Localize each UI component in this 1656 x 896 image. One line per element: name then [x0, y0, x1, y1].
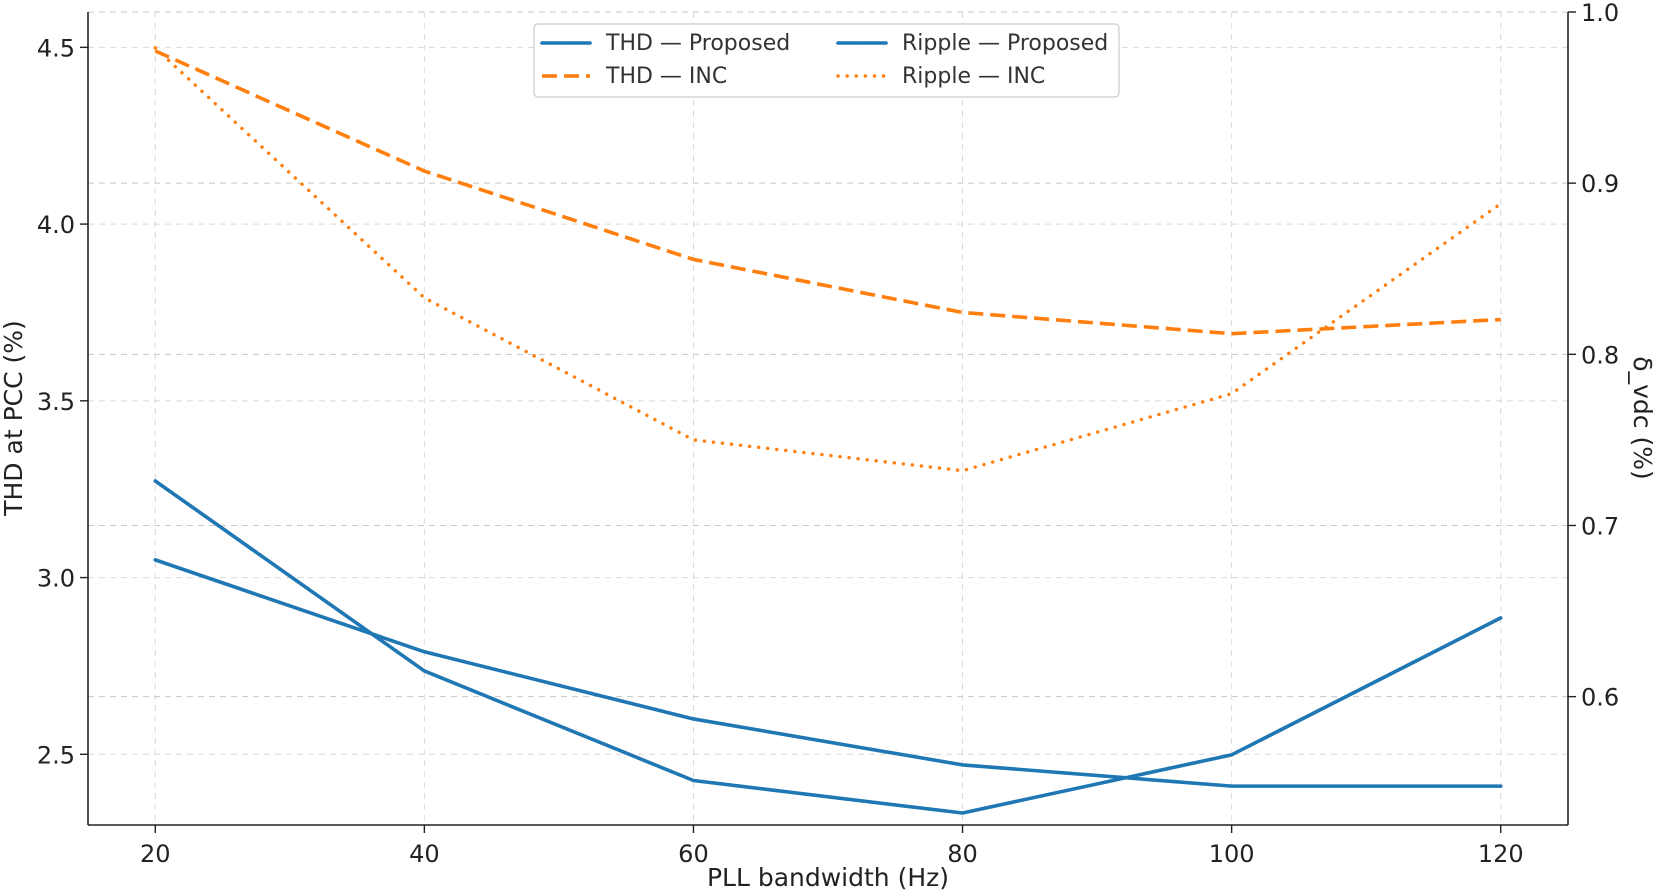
tick-labels: 20 40 60 80 100 120 2.5 3.0 3.5 4.0 4.5 0.6 0.7 0.8 0.… — [37, 0, 1619, 868]
series-line-thd-inc — [154, 49, 1501, 336]
x-tick-label: 20 — [140, 840, 171, 868]
y2-axis-label: δ_vdc (%) — [1628, 356, 1656, 479]
y-tick-label: 3.0 — [37, 565, 75, 593]
series-line-thd-proposed — [153, 558, 1503, 788]
series-line-ripple-inc — [153, 46, 1503, 473]
legend-label-ripple-proposed: Ripple — Proposed — [902, 31, 1108, 56]
legend-entry-ripple-proposed: Ripple — Proposed — [836, 31, 1108, 56]
series-line-ripple-proposed — [153, 479, 1503, 815]
legend-label-thd-proposed: THD — Proposed — [605, 31, 790, 56]
x-tick-label: 100 — [1209, 840, 1255, 868]
y-tick-label: 2.5 — [37, 741, 75, 769]
x-axis-label: PLL bandwidth (Hz) — [707, 863, 949, 892]
axes — [80, 11, 1576, 833]
legend-entry-thd-inc: THD — INC — [542, 64, 727, 89]
y-axis-label: THD at PCC (%) — [0, 320, 28, 517]
grid — [88, 11, 1568, 825]
y2-tick-label: 0.8 — [1581, 341, 1619, 369]
legend-label-ripple-inc: Ripple — INC — [902, 64, 1045, 89]
legend-entry-thd-proposed: THD — Proposed — [540, 31, 790, 56]
legend-frame — [533, 23, 1120, 98]
y-tick-label: 4.5 — [37, 34, 75, 62]
x-tick-label: 60 — [678, 840, 709, 868]
x-tick-label: 120 — [1478, 840, 1524, 868]
series-lines — [153, 46, 1503, 815]
y2-tick-label: 1.0 — [1581, 0, 1619, 27]
legend: THD — Proposed THD — INC Ripple — Propos… — [533, 23, 1120, 98]
y2-tick-label: 0.6 — [1581, 684, 1619, 712]
x-tick-label: 80 — [947, 840, 978, 868]
x-tick-label: 40 — [409, 840, 440, 868]
y-tick-label: 3.5 — [37, 388, 75, 416]
legend-entry-ripple-inc: Ripple — INC — [836, 64, 1045, 89]
y-tick-label: 4.0 — [37, 211, 75, 239]
y2-tick-label: 0.7 — [1581, 512, 1619, 540]
legend-label-thd-inc: THD — INC — [605, 64, 727, 89]
y2-tick-label: 0.9 — [1581, 170, 1619, 198]
